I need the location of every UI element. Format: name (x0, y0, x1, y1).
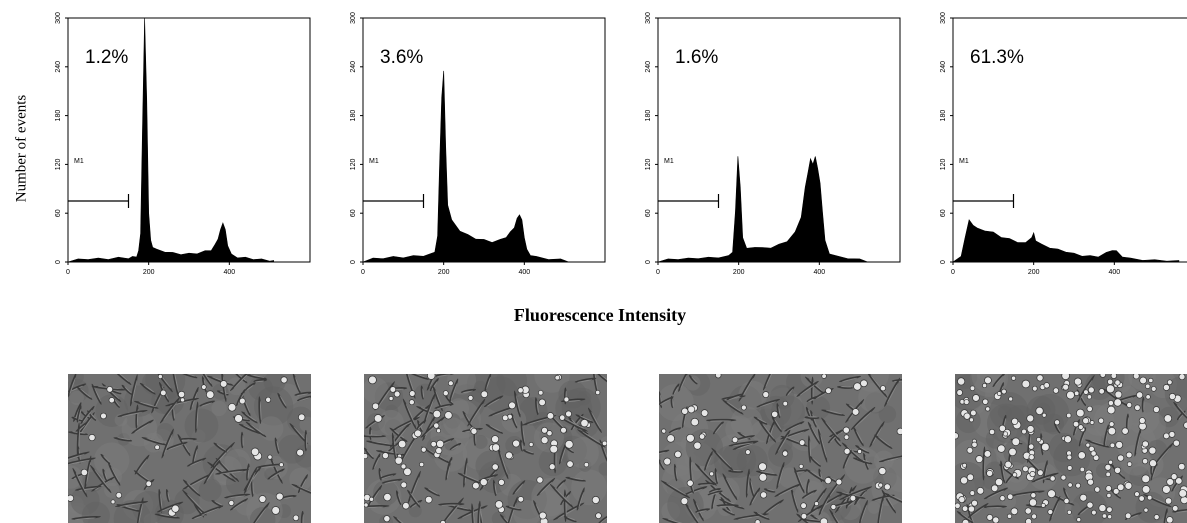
micrograph-1 (68, 374, 311, 523)
y-tick-label-3-1: 60 (645, 209, 652, 217)
x-tick-label-1-1: 200 (143, 269, 155, 276)
plot-frame-1 (67, 17, 311, 263)
y-tick-label-2-2: 120 (350, 158, 357, 170)
percent-label-4: 61.3% (970, 47, 1024, 68)
plot-frame-2 (362, 17, 606, 263)
y-tick-label-2-5: 300 (350, 12, 357, 24)
micrograph-2 (364, 374, 607, 523)
percent-label-1: 1.2% (85, 47, 128, 68)
y-tick-label-4-2: 120 (940, 158, 947, 170)
histogram-panel-3: 0 60 120 180 240 300 0 200 400 M1 1.6% (640, 0, 920, 290)
histogram-2-svg: 0 60 120 180 240 300 0 200 400 M1 3.6% (350, 12, 606, 276)
x-tick-label-3-2: 400 (813, 269, 825, 276)
x-tick-label-2-1: 200 (438, 269, 450, 276)
plot-frame-4 (952, 17, 1187, 263)
x-tick-label-1-0: 0 (66, 269, 70, 276)
micrograph-3-image (659, 374, 902, 523)
gate-label-1: M1 (74, 158, 84, 165)
y-tick-label-2-4: 240 (350, 61, 357, 73)
y-tick-label-4-5: 300 (940, 12, 947, 24)
micrograph-2-image (364, 374, 607, 523)
y-axis-label: Number of events (13, 94, 30, 203)
y-tick-label-1-2: 120 (55, 158, 62, 170)
micrograph-4-image (955, 374, 1187, 523)
y-tick-label-2-0: 0 (350, 260, 357, 264)
histogram-area-4 (952, 219, 1180, 263)
histogram-panel-2: 0 60 120 180 240 300 0 200 400 M1 3.6% (345, 0, 625, 290)
histogram-3-svg: 0 60 120 180 240 300 0 200 400 M1 1.6% (645, 12, 901, 276)
gate-label-3: M1 (664, 158, 674, 165)
y-tick-label-1-3: 180 (55, 110, 62, 122)
x-tick-label-1-2: 400 (223, 269, 235, 276)
x-axis-label: Fluorescence Intensity (513, 305, 687, 325)
histogram-4-svg: 0 60 120 180 240 300 0 200 400 M1 61.3% (940, 12, 1187, 276)
y-tick-label-2-1: 60 (350, 209, 357, 217)
y-tick-label-4-1: 60 (940, 209, 947, 217)
micrograph-3 (659, 374, 902, 523)
histogram-1-svg: 0 60 120 180 240 300 0 200 400 M1 1.2% (55, 12, 311, 276)
x-tick-label-2-2: 400 (518, 269, 530, 276)
histogram-panel-4: 0 60 120 180 240 300 0 200 400 M1 61.3% (935, 0, 1187, 290)
y-tick-label-3-5: 300 (645, 12, 652, 24)
x-tick-label-3-0: 0 (656, 269, 660, 276)
x-tick-label-4-2: 400 (1108, 269, 1120, 276)
histogram-area-3 (657, 156, 868, 263)
micrograph-4 (955, 374, 1187, 523)
x-tick-label-2-0: 0 (361, 269, 365, 276)
x-tick-label-4-1: 200 (1028, 269, 1040, 276)
y-tick-label-4-0: 0 (940, 260, 947, 264)
y-tick-label-3-3: 180 (645, 110, 652, 122)
gate-label-2: M1 (369, 158, 379, 165)
percent-label-2: 3.6% (380, 47, 423, 68)
y-tick-label-4-4: 240 (940, 61, 947, 73)
plot-frame-3 (657, 17, 901, 263)
y-tick-label-1-4: 240 (55, 61, 62, 73)
micrograph-1-image (68, 374, 311, 523)
y-tick-label-3-0: 0 (645, 260, 652, 264)
y-tick-label-4-3: 180 (940, 110, 947, 122)
x-tick-label-4-0: 0 (951, 269, 955, 276)
y-tick-label-2-3: 180 (350, 110, 357, 122)
x-tick-label-3-1: 200 (733, 269, 745, 276)
histogram-panel-1: 0 60 120 180 240 300 0 200 400 M1 1.2% (50, 0, 330, 290)
histogram-area-2 (362, 70, 569, 263)
histogram-area-1 (67, 17, 274, 263)
y-tick-label-1-5: 300 (55, 12, 62, 24)
y-tick-label-1-1: 60 (55, 209, 62, 217)
gate-label-4: M1 (959, 158, 969, 165)
percent-label-3: 1.6% (675, 47, 718, 68)
y-tick-label-3-4: 240 (645, 61, 652, 73)
y-tick-label-3-2: 120 (645, 158, 652, 170)
y-tick-label-1-0: 0 (55, 260, 62, 264)
